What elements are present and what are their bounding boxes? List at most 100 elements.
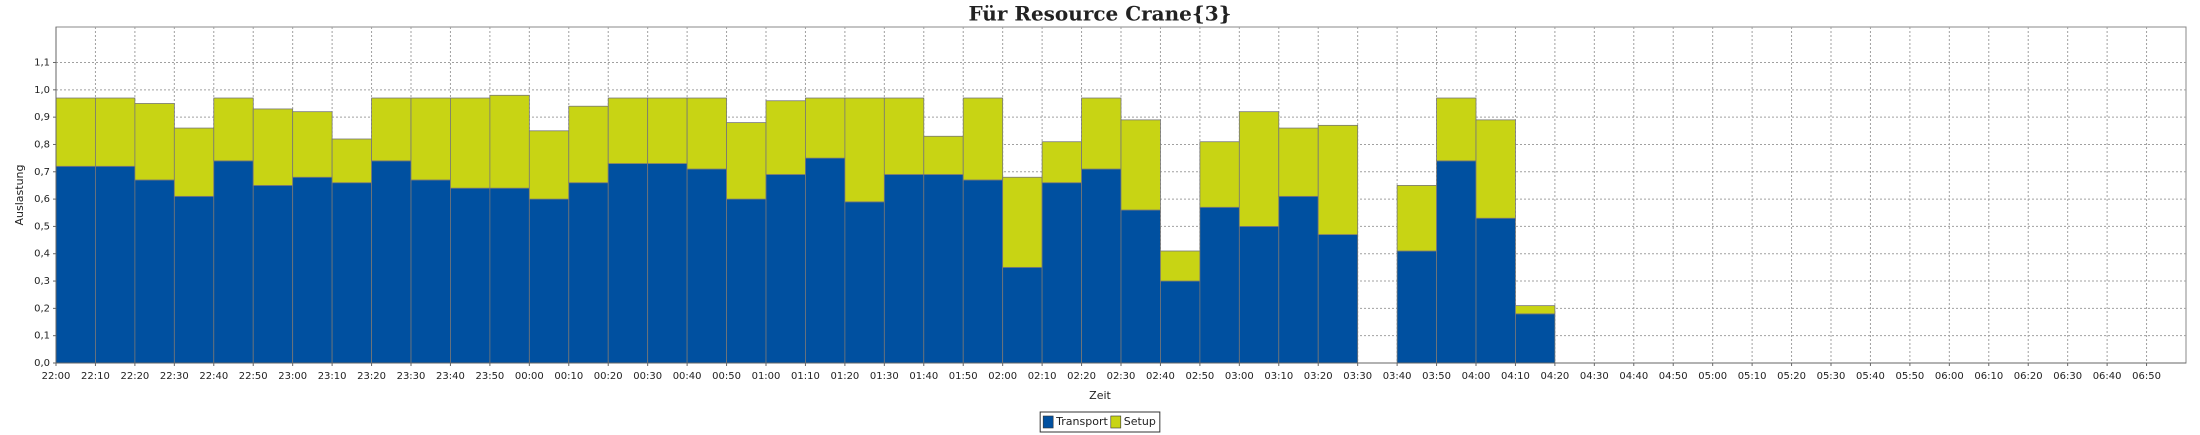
bar-segment xyxy=(568,182,609,364)
bar-segment xyxy=(1160,280,1201,364)
x-tick-label: 00:00 xyxy=(515,371,544,382)
x-tick-label: 03:50 xyxy=(1422,371,1451,382)
bar-segment xyxy=(331,182,372,364)
y-tick-label: 0,9 xyxy=(34,112,50,123)
bar-segment xyxy=(1002,266,1043,364)
bar-segment xyxy=(1515,313,1556,364)
bar-segment xyxy=(805,97,846,159)
x-tick-label: 00:10 xyxy=(554,371,583,382)
bar-segment xyxy=(1317,234,1359,364)
x-tick-label: 23:50 xyxy=(475,371,504,382)
x-axis-label: Zeit xyxy=(1089,389,1111,402)
bar-segment xyxy=(805,157,846,364)
bar-segment xyxy=(1515,305,1556,315)
y-tick-label: 0,2 xyxy=(34,303,50,314)
bar-segment xyxy=(765,100,806,175)
bar-segment xyxy=(371,160,412,364)
bar-segment xyxy=(647,97,688,164)
x-tick-label: 04:00 xyxy=(1462,371,1491,382)
y-tick-label: 1,1 xyxy=(34,58,50,69)
bar-segment xyxy=(686,97,727,170)
bar-segment xyxy=(331,138,372,184)
bar-segment xyxy=(1475,119,1516,219)
bar-segment xyxy=(962,179,1004,364)
x-tick-label: 06:40 xyxy=(2093,371,2122,382)
bar-segment xyxy=(528,130,570,200)
bar-segment xyxy=(1238,226,1280,364)
x-tick-label: 04:30 xyxy=(1580,371,1609,382)
bar-segment xyxy=(1041,182,1082,364)
bar-segment xyxy=(1436,160,1477,364)
y-tick-label: 0,5 xyxy=(34,221,50,232)
bar-segment xyxy=(1238,111,1280,227)
x-tick-label: 02:20 xyxy=(1067,371,1096,382)
y-tick-label: 0,8 xyxy=(34,139,50,150)
y-tick-label: 0,7 xyxy=(34,167,50,178)
x-tick-label: 00:20 xyxy=(594,371,623,382)
bar-segment xyxy=(1199,206,1240,364)
bar-segment xyxy=(55,165,96,364)
bar-segment xyxy=(883,97,925,175)
bar-segment xyxy=(371,97,412,162)
legend-swatch xyxy=(1042,415,1054,429)
legend-label: Transport xyxy=(1055,415,1108,428)
x-tick-label: 03:10 xyxy=(1264,371,1293,382)
x-tick-label: 02:10 xyxy=(1028,371,1057,382)
bar-segment xyxy=(252,108,294,186)
bar-segment xyxy=(726,198,767,364)
x-tick-label: 04:20 xyxy=(1540,371,1569,382)
x-tick-label: 22:20 xyxy=(120,371,149,382)
x-tick-label: 03:30 xyxy=(1343,371,1372,382)
bar-segment xyxy=(568,105,609,184)
bar-segment xyxy=(1199,141,1240,208)
x-tick-label: 23:10 xyxy=(318,371,347,382)
y-axis-label: Auslastung xyxy=(13,165,26,226)
bar-segment xyxy=(607,97,649,164)
legend: Transport Setup xyxy=(1039,411,1161,433)
x-tick-label: 06:50 xyxy=(2132,371,2161,382)
x-tick-label: 00:40 xyxy=(673,371,702,382)
bar-segment xyxy=(1120,119,1161,211)
bar-segment xyxy=(883,174,925,364)
x-tick-label: 02:30 xyxy=(1107,371,1136,382)
bar-segment xyxy=(134,103,175,181)
x-tick-label: 01:10 xyxy=(791,371,820,382)
x-tick-label: 05:00 xyxy=(1698,371,1727,382)
bar-segment xyxy=(1317,124,1359,236)
x-tick-label: 06:20 xyxy=(2014,371,2043,382)
legend-swatch xyxy=(1110,415,1122,429)
bar-segment xyxy=(410,97,451,181)
chart-title: Für Resource Crane{3} xyxy=(968,2,1231,26)
bar-segment xyxy=(1002,176,1043,268)
x-tick-label: 04:40 xyxy=(1619,371,1648,382)
x-tick-label: 22:50 xyxy=(239,371,268,382)
bar-segment xyxy=(213,160,254,364)
bar-segment xyxy=(213,97,254,162)
bar-segment xyxy=(1081,168,1122,364)
bar-segment xyxy=(647,163,688,364)
bar-segment xyxy=(134,179,175,364)
x-tick-label: 02:50 xyxy=(1185,371,1214,382)
bar-segment xyxy=(292,176,333,364)
bar-segment xyxy=(844,201,885,364)
y-tick-label: 0,6 xyxy=(34,194,50,205)
x-tick-label: 03:20 xyxy=(1304,371,1333,382)
bar-segment xyxy=(844,97,885,203)
x-tick-label: 02:40 xyxy=(1146,371,1175,382)
bar-segment xyxy=(1396,185,1437,252)
y-tick-label: 0,3 xyxy=(34,276,50,287)
x-tick-label: 23:20 xyxy=(357,371,386,382)
bar-segment xyxy=(1278,195,1319,364)
bar-segment xyxy=(962,97,1004,181)
x-tick-label: 23:00 xyxy=(278,371,307,382)
bar-segment xyxy=(528,198,570,364)
x-tick-label: 22:40 xyxy=(199,371,228,382)
x-tick-label: 01:50 xyxy=(949,371,978,382)
bar-segment xyxy=(1436,97,1477,162)
bar-segment xyxy=(489,94,530,189)
bar-segment xyxy=(450,187,491,364)
x-tick-label: 03:40 xyxy=(1383,371,1412,382)
x-tick-label: 05:40 xyxy=(1856,371,1885,382)
bar-segment xyxy=(410,179,451,364)
bar-segment xyxy=(726,122,767,200)
